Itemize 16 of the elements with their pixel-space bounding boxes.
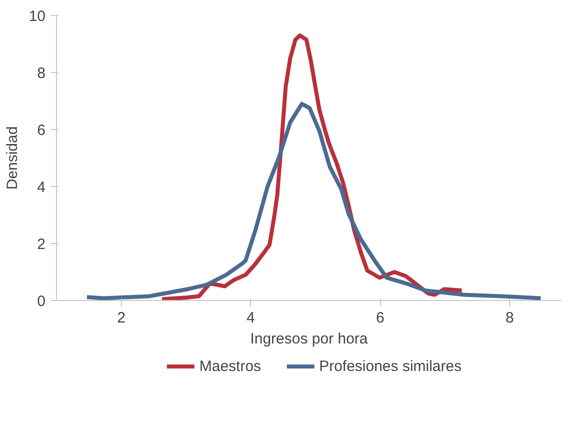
legend-label: Maestros: [199, 358, 262, 374]
y-tick-label: 0: [37, 293, 46, 310]
y-tick-label: 4: [37, 179, 46, 196]
x-axis-title: Ingresos por hora: [250, 330, 368, 348]
x-tick-label: 4: [246, 310, 255, 326]
line-series: [84, 102, 543, 300]
y-tick-label: 8: [37, 65, 46, 82]
x-tick-label: 6: [376, 310, 384, 326]
y-axis-title: Densidad: [4, 126, 21, 190]
x-tick-label: 2: [117, 310, 126, 326]
legend-label: Profesiones similares: [319, 358, 462, 374]
x-tick-label: 8: [506, 310, 514, 326]
line-series: [160, 33, 464, 300]
y-tick-label: 10: [28, 8, 46, 25]
y-tick-label: 6: [37, 122, 46, 139]
y-tick-label: 2: [37, 236, 46, 253]
